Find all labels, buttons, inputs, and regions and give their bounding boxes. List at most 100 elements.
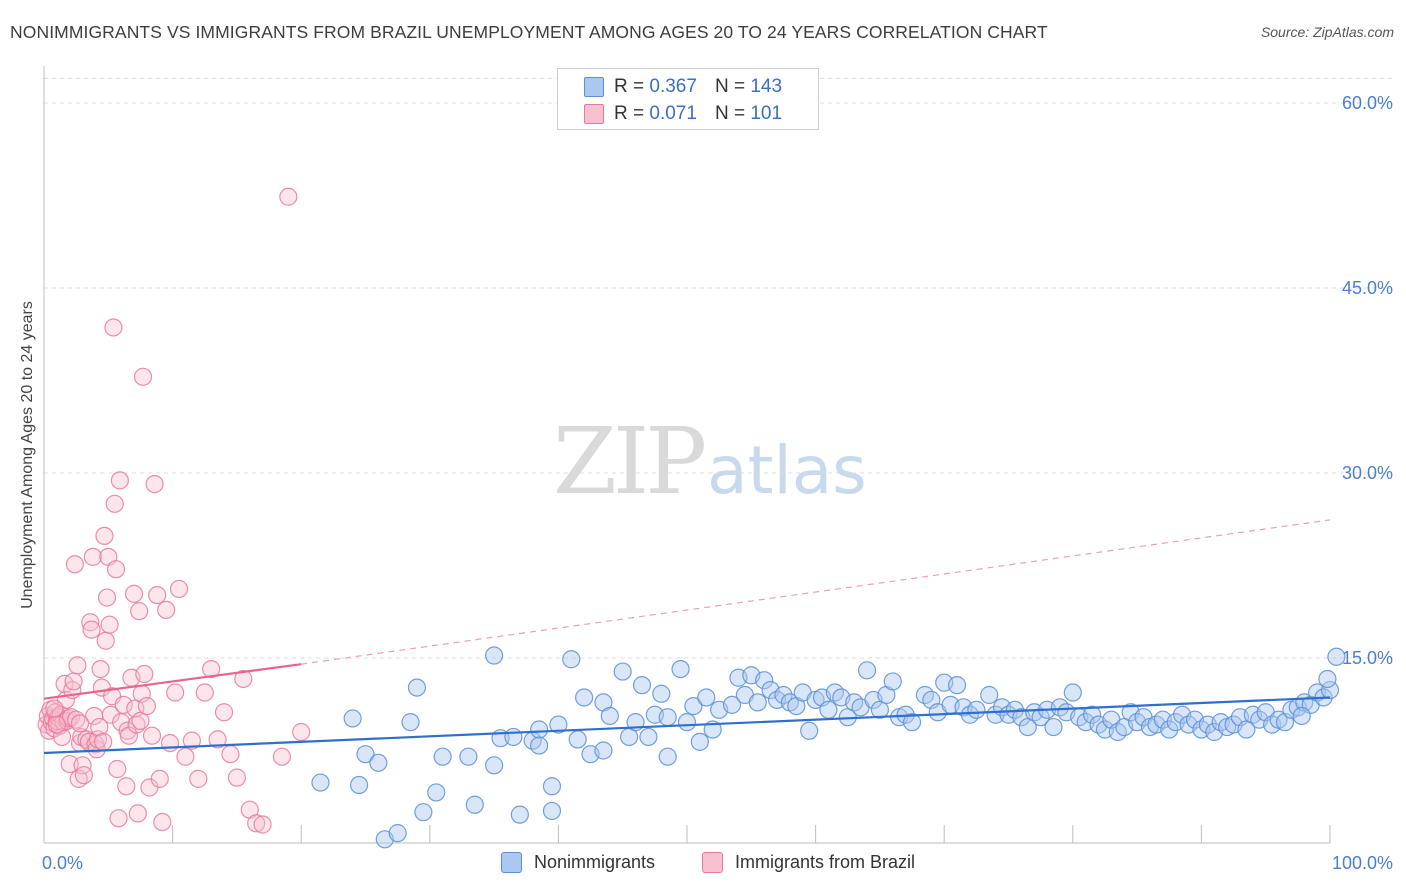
- brazil-point: [153, 812, 172, 832]
- brazil-point: [109, 809, 128, 828]
- legend-r-value: 0.071: [649, 103, 697, 124]
- bottom-legend-label: Nonimmigrants: [534, 852, 656, 872]
- brazil-point: [110, 471, 129, 490]
- nonimmigrant-point: [568, 730, 587, 749]
- brazil-point: [60, 754, 79, 774]
- nonimmigrant-point: [549, 715, 568, 734]
- brazil-point: [247, 814, 266, 833]
- watermark-atlas: atlas: [707, 432, 867, 509]
- nonimmigrant-point: [575, 688, 594, 707]
- nonimmigrant-point: [819, 700, 838, 719]
- brazil-point: [65, 555, 84, 574]
- legend-r-value: 0.367: [649, 76, 697, 97]
- brazil-point: [82, 620, 101, 639]
- brazil-point: [124, 584, 144, 603]
- brazil-point: [94, 732, 113, 751]
- x-tick-label: 0.0%: [42, 853, 83, 873]
- nonimmigrant-point: [658, 708, 677, 727]
- bottom-legend-swatch-nonimmigrants: [501, 852, 522, 873]
- nonimmigrant-point: [800, 721, 819, 740]
- brazil-point: [189, 769, 208, 788]
- brazil-point: [83, 547, 102, 566]
- nonimmigrant-point: [459, 747, 478, 766]
- brazil-point: [195, 683, 214, 702]
- brazil-point: [169, 579, 189, 599]
- brazil-point: [106, 560, 126, 579]
- brazil-point: [221, 745, 240, 764]
- nonimmigrant-point: [1318, 669, 1337, 689]
- y-tick-label: 45.0%: [1342, 278, 1393, 298]
- brazil-point: [74, 766, 93, 785]
- brazil-trend-line-extension: [301, 519, 1331, 665]
- nonimmigrant-point: [485, 756, 504, 775]
- nonimmigrant-point: [427, 783, 446, 802]
- nonimmigrant-point: [311, 773, 330, 792]
- brazil-point: [176, 747, 195, 766]
- nonimmigrant-point: [902, 713, 922, 732]
- y-tick-label: 60.0%: [1342, 93, 1393, 113]
- nonimmigrant-point: [530, 720, 549, 739]
- brazil-point: [272, 747, 292, 766]
- nonimmigrant-point: [671, 659, 690, 679]
- nonimmigrant-point: [774, 685, 793, 705]
- legend-n-value: 143: [750, 76, 783, 97]
- brazil-point: [253, 815, 272, 834]
- nonimmigrant-point: [1082, 705, 1102, 724]
- legend-box: R = 0.367 N = 143 R = 0.071 N = 101: [557, 68, 819, 130]
- legend-r-label: R =: [614, 103, 645, 124]
- nonimmigrant-point: [755, 671, 774, 690]
- bottom-legend-brazil: Immigrants from Brazil: [702, 852, 915, 873]
- brazil-point: [101, 705, 120, 724]
- data-points: [37, 187, 1346, 849]
- nonimmigrant-point: [1044, 717, 1063, 737]
- brazil-point: [142, 726, 162, 745]
- brazil-point: [96, 631, 115, 650]
- brazil-point: [279, 187, 298, 206]
- nonimmigrant-point: [980, 685, 999, 705]
- nonimmigrant-point: [1063, 683, 1082, 702]
- nonimmigrant-point: [369, 753, 388, 772]
- tick-labels: 15.0% 30.0% 45.0% 60.0% 0.0% 100.0%: [42, 93, 1393, 873]
- brazil-point: [91, 659, 110, 679]
- brazil-point: [157, 600, 176, 620]
- brazil-point: [45, 699, 64, 718]
- brazil-point: [234, 669, 253, 689]
- nonimmigrant-point: [967, 700, 986, 719]
- gridlines: [44, 77, 1392, 659]
- brazil-point: [81, 613, 100, 632]
- brazil-point: [73, 756, 92, 775]
- brazil-point: [97, 588, 117, 607]
- trend-lines: [43, 519, 1331, 755]
- legend-row-nonimmigrants: R = 0.367 N = 143: [584, 76, 782, 98]
- nonimmigrant-point: [349, 775, 369, 795]
- brazil-point: [150, 769, 169, 788]
- nonimmigrant-point: [542, 777, 562, 796]
- brazil-point: [208, 730, 227, 749]
- watermark-zip: ZIP: [553, 408, 707, 515]
- nonimmigrant-point: [433, 747, 452, 766]
- nonimmigrant-point: [562, 650, 581, 669]
- brazil-point: [130, 602, 149, 621]
- bottom-legend-nonimmigrants: Nonimmigrants: [501, 852, 655, 873]
- nonimmigrant-point: [652, 684, 671, 703]
- y-tick-label: 30.0%: [1342, 463, 1393, 483]
- nonimmigrant-point: [697, 688, 716, 707]
- brazil-point: [202, 659, 221, 679]
- nonimmigrant-point: [504, 727, 523, 747]
- brazil-point: [133, 367, 153, 386]
- bottom-legend-swatch-brazil: [702, 852, 723, 873]
- brazil-point: [47, 715, 66, 734]
- chart-title: NONIMMIGRANTS VS IMMIGRANTS FROM BRAZIL …: [10, 22, 1048, 42]
- nonimmigrant-point: [748, 693, 767, 712]
- nonimmigrant-point: [1292, 706, 1311, 726]
- nonimmigrant-point: [947, 676, 967, 695]
- nonimmigrant-point: [986, 705, 1005, 724]
- brazil-point: [137, 696, 156, 716]
- brazil-point: [128, 804, 147, 823]
- nonimmigrant-point: [407, 678, 427, 697]
- brazil-point: [68, 656, 87, 675]
- brazil-point: [100, 615, 119, 634]
- nonimmigrant-point: [594, 741, 613, 760]
- brazil-point: [114, 695, 133, 714]
- nonimmigrant-point: [1160, 720, 1179, 739]
